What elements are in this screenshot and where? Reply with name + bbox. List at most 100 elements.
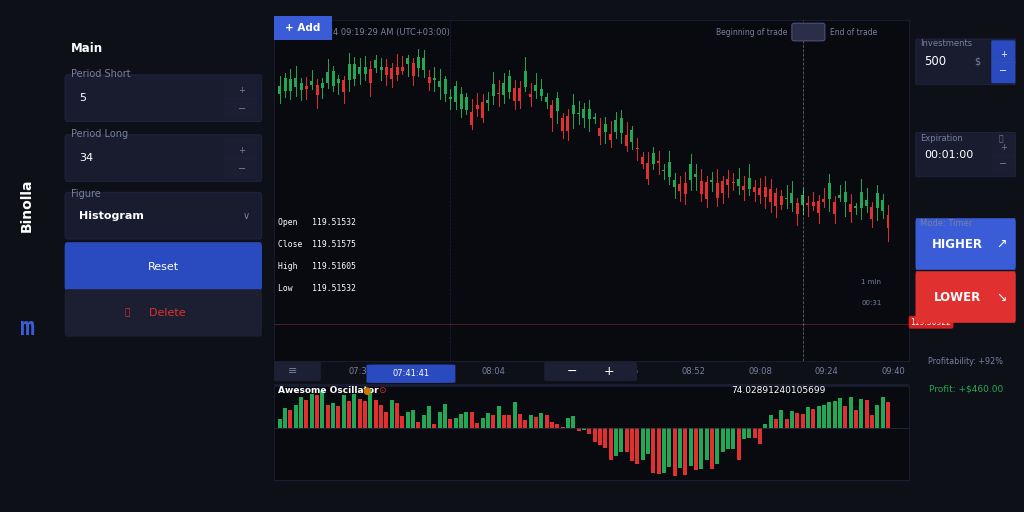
- FancyBboxPatch shape: [991, 134, 1015, 175]
- Bar: [742, 428, 745, 439]
- Bar: [571, 416, 575, 428]
- Bar: [512, 402, 516, 428]
- Text: ≡: ≡: [288, 366, 298, 376]
- Bar: [432, 424, 436, 428]
- Bar: [641, 428, 644, 460]
- Bar: [294, 404, 298, 428]
- Text: +: +: [239, 145, 246, 155]
- Bar: [369, 69, 372, 83]
- Bar: [535, 84, 538, 92]
- Bar: [374, 400, 378, 428]
- FancyBboxPatch shape: [223, 77, 259, 119]
- Bar: [706, 182, 708, 199]
- Bar: [545, 415, 549, 428]
- Bar: [279, 87, 282, 94]
- Bar: [748, 428, 752, 438]
- Bar: [556, 98, 559, 111]
- Bar: [881, 397, 885, 428]
- Bar: [369, 390, 373, 428]
- Text: 00:01:00: 00:01:00: [924, 150, 973, 160]
- Bar: [625, 428, 629, 452]
- Text: +: +: [604, 365, 614, 378]
- Bar: [278, 419, 282, 428]
- Text: 1 min: 1 min: [861, 279, 881, 285]
- Bar: [753, 187, 756, 192]
- Bar: [870, 415, 873, 428]
- Bar: [721, 428, 725, 453]
- Text: Beginning of trade: Beginning of trade: [716, 28, 787, 37]
- Text: Expiration: Expiration: [920, 134, 963, 143]
- Text: 📅: 📅: [999, 134, 1004, 143]
- Bar: [811, 409, 815, 428]
- Bar: [887, 215, 890, 228]
- Bar: [395, 403, 399, 428]
- Bar: [807, 203, 809, 204]
- Bar: [764, 187, 767, 197]
- Bar: [364, 67, 367, 74]
- Bar: [305, 86, 308, 90]
- Bar: [646, 428, 650, 454]
- Bar: [476, 105, 478, 109]
- Bar: [550, 105, 553, 118]
- Bar: [353, 65, 356, 79]
- Bar: [587, 428, 591, 434]
- Bar: [864, 400, 868, 428]
- FancyBboxPatch shape: [581, 362, 637, 381]
- Bar: [833, 401, 837, 428]
- Bar: [443, 404, 447, 428]
- FancyBboxPatch shape: [265, 362, 321, 381]
- Bar: [321, 83, 324, 88]
- Bar: [518, 414, 522, 428]
- Text: 34: 34: [80, 153, 93, 163]
- Bar: [347, 400, 351, 428]
- Text: Open   119.51532: Open 119.51532: [278, 218, 355, 227]
- Bar: [497, 407, 501, 428]
- Bar: [726, 179, 729, 184]
- Bar: [614, 120, 617, 132]
- Bar: [384, 412, 388, 428]
- FancyBboxPatch shape: [66, 75, 261, 121]
- Bar: [631, 130, 634, 142]
- Bar: [348, 65, 350, 80]
- Bar: [528, 415, 532, 428]
- Bar: [566, 418, 570, 428]
- Bar: [796, 413, 800, 428]
- Bar: [689, 164, 692, 180]
- Bar: [646, 163, 649, 179]
- Bar: [503, 83, 505, 95]
- Text: 09:40: 09:40: [882, 367, 905, 376]
- Bar: [449, 97, 452, 99]
- Bar: [465, 412, 469, 428]
- Bar: [679, 184, 681, 191]
- Text: High   119.51605: High 119.51605: [278, 262, 355, 271]
- Bar: [844, 191, 847, 202]
- Bar: [854, 410, 858, 428]
- Bar: [470, 112, 473, 124]
- Bar: [577, 428, 581, 431]
- Bar: [304, 400, 308, 428]
- Bar: [331, 403, 335, 428]
- FancyBboxPatch shape: [66, 135, 261, 181]
- Bar: [865, 200, 868, 206]
- Bar: [428, 76, 431, 83]
- Bar: [609, 134, 612, 140]
- Bar: [769, 188, 772, 202]
- Bar: [427, 406, 431, 428]
- Bar: [779, 411, 783, 428]
- Bar: [358, 67, 361, 74]
- FancyBboxPatch shape: [367, 365, 456, 383]
- Bar: [486, 100, 489, 103]
- Bar: [593, 117, 596, 118]
- Bar: [630, 428, 634, 461]
- Bar: [716, 183, 719, 198]
- Text: ∨: ∨: [243, 211, 250, 221]
- Text: Investments: Investments: [920, 39, 972, 49]
- Bar: [742, 186, 745, 190]
- Bar: [540, 413, 543, 428]
- Bar: [882, 200, 884, 210]
- Bar: [774, 193, 777, 206]
- Bar: [668, 162, 671, 177]
- FancyBboxPatch shape: [223, 137, 259, 179]
- Text: ●  09/04/2024 09:19:29 AM (UTC+03:00): ● 09/04/2024 09:19:29 AM (UTC+03:00): [278, 28, 450, 37]
- Bar: [578, 113, 580, 114]
